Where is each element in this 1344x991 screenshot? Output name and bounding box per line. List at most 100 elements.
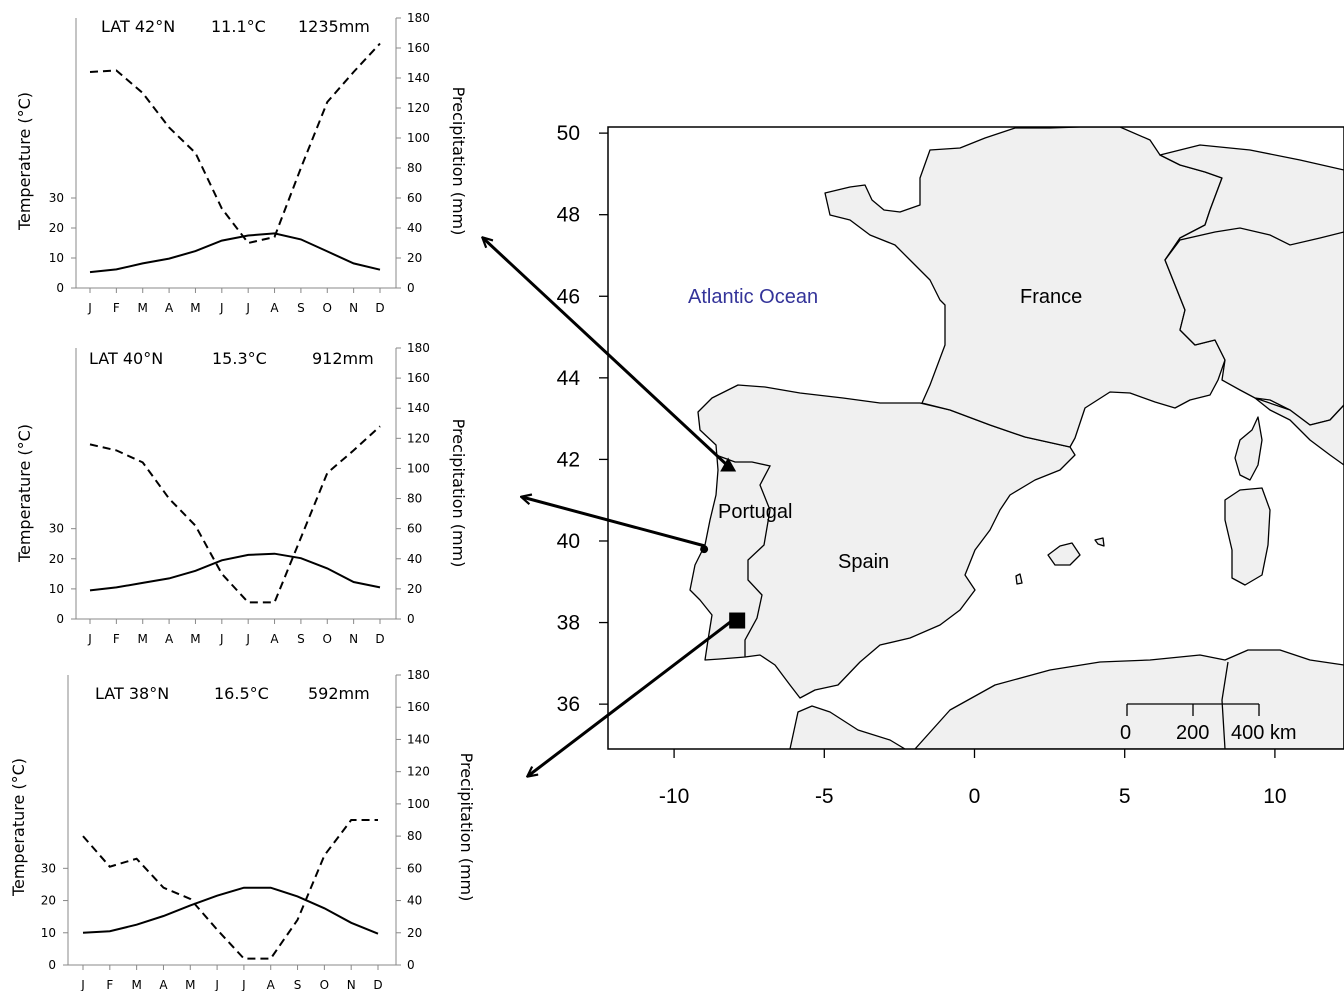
precipitation-tick-label: 40 [407,221,422,235]
month-tick-label: A [165,301,174,315]
chart-1-annual-precipitation: 1235mm [298,17,370,36]
month-tick-label: M [138,632,148,646]
month-tick-label: M [131,978,141,991]
scale-bar-tick-400: 400 km [1231,722,1297,744]
precipitation-tick-label: 180 [407,668,430,682]
month-tick-label: J [87,301,92,315]
month-tick-label: D [375,632,384,646]
latitude-tick-label: 50 [557,122,580,145]
climate-chart-2: LAT 40°N 15.3°C 912mm Temperature (°C) P… [15,341,468,646]
france-label: France [1020,286,1082,308]
month-tick-label: J [87,632,92,646]
precipitation-tick-label: 80 [407,492,422,506]
chart-3-annual-precipitation: 592mm [308,684,370,703]
sardinia-shape [1224,487,1271,586]
temperature-tick-label: 20 [49,221,64,235]
corsica-shape [1234,416,1263,481]
map: -10 -5 0 5 10 36 38 40 42 44 46 48 50 Atlantic Ocea… [557,122,1344,808]
chart-2-annual-precipitation: 912mm [312,349,374,368]
site-marker-square [729,612,746,629]
chart-3-precipitation-axis-label: Precipitation (mm) [457,753,476,902]
temperature-tick-label: 20 [41,894,56,908]
temperature-tick-label: 0 [56,281,64,295]
precipitation-tick-label: 0 [407,612,415,626]
latitude-tick-label: 36 [557,693,580,716]
month-tick-label: F [113,301,120,315]
month-tick-label: S [294,978,302,991]
chart-1-mean-temperature: 11.1°C [211,17,266,36]
chart-2-temperature-ticks: 0 10 20 30 [49,522,76,626]
precipitation-tick-label: 100 [407,131,430,145]
map-latitude-ticks: 36 38 40 42 44 46 48 50 [557,122,608,716]
chart-3-temperature-line [82,886,379,935]
precipitation-tick-label: 20 [407,926,422,940]
month-tick-label: N [347,978,356,991]
month-tick-label: F [106,978,113,991]
central-europe-shape [1159,144,1344,426]
month-tick-label: M [138,301,148,315]
precipitation-tick-label: 160 [407,371,430,385]
precipitation-tick-label: 40 [407,894,422,908]
month-tick-label: J [214,978,219,991]
latitude-tick-label: 38 [557,612,580,635]
climate-chart-3: LAT 38°N 16.5°C 592mm Temperature (°C) P… [9,668,476,991]
chart-2-temperature-line [89,552,381,592]
longitude-tick-label: 0 [969,785,981,808]
precipitation-tick-label: 0 [407,958,415,972]
longitude-tick-label: -10 [659,785,689,808]
italy-shape [1254,397,1344,466]
precipitation-tick-label: 180 [407,341,430,355]
temperature-tick-label: 30 [41,861,56,875]
precipitation-tick-label: 100 [407,461,430,475]
precipitation-tick-label: 140 [407,401,430,415]
temperature-tick-label: 0 [56,612,64,626]
month-tick-label: A [267,978,276,991]
month-tick-label: F [113,632,120,646]
precipitation-tick-label: 120 [407,765,430,779]
precipitation-tick-label: 140 [407,732,430,746]
chart-2-precipitation-axis-label: Precipitation (mm) [449,419,468,568]
month-tick-label: D [373,978,382,991]
temperature-tick-label: 10 [49,251,64,265]
precipitation-tick-label: 100 [407,797,430,811]
precipitation-tick-label: 0 [407,281,415,295]
precipitation-tick-label: 20 [407,251,422,265]
scale-bar-tick-200: 200 [1176,722,1209,744]
month-tick-label: J [245,301,250,315]
month-tick-label: M [185,978,195,991]
precipitation-tick-label: 20 [407,582,422,596]
longitude-tick-label: -5 [815,785,834,808]
arrow-to-chart-3 [528,618,734,776]
temperature-tick-label: 10 [49,582,64,596]
precipitation-tick-label: 60 [407,861,422,875]
site-markers [700,457,746,629]
map-land [689,127,1344,749]
chart-3-temperature-ticks: 0 10 20 30 [41,861,68,972]
chart-1-temperature-ticks: 0 10 20 30 [49,191,76,295]
precipitation-tick-label: 120 [407,101,430,115]
month-tick-label: J [219,632,224,646]
month-tick-label: N [349,301,358,315]
site-marker-circle [700,545,709,554]
month-tick-label: J [245,632,250,646]
longitude-tick-label: 5 [1119,785,1131,808]
chart-2-precipitation-line [89,425,381,604]
longitude-tick-label: 10 [1263,785,1286,808]
chart-3-mean-temperature: 16.5°C [214,684,269,703]
month-tick-label: N [349,632,358,646]
temperature-tick-label: 0 [48,958,56,972]
precipitation-tick-label: 180 [407,11,430,25]
month-tick-label: S [297,632,305,646]
arrow-to-chart-1 [483,238,729,467]
month-tick-label: A [159,978,168,991]
month-tick-label: A [270,632,279,646]
north-africa-shape [789,705,906,749]
temperature-tick-label: 20 [49,552,64,566]
temperature-tick-label: 30 [49,191,64,205]
latitude-tick-label: 44 [557,367,581,390]
alpine-border [1164,227,1344,261]
north-africa-shape-2 [914,649,1344,749]
precipitation-tick-label: 140 [407,71,430,85]
